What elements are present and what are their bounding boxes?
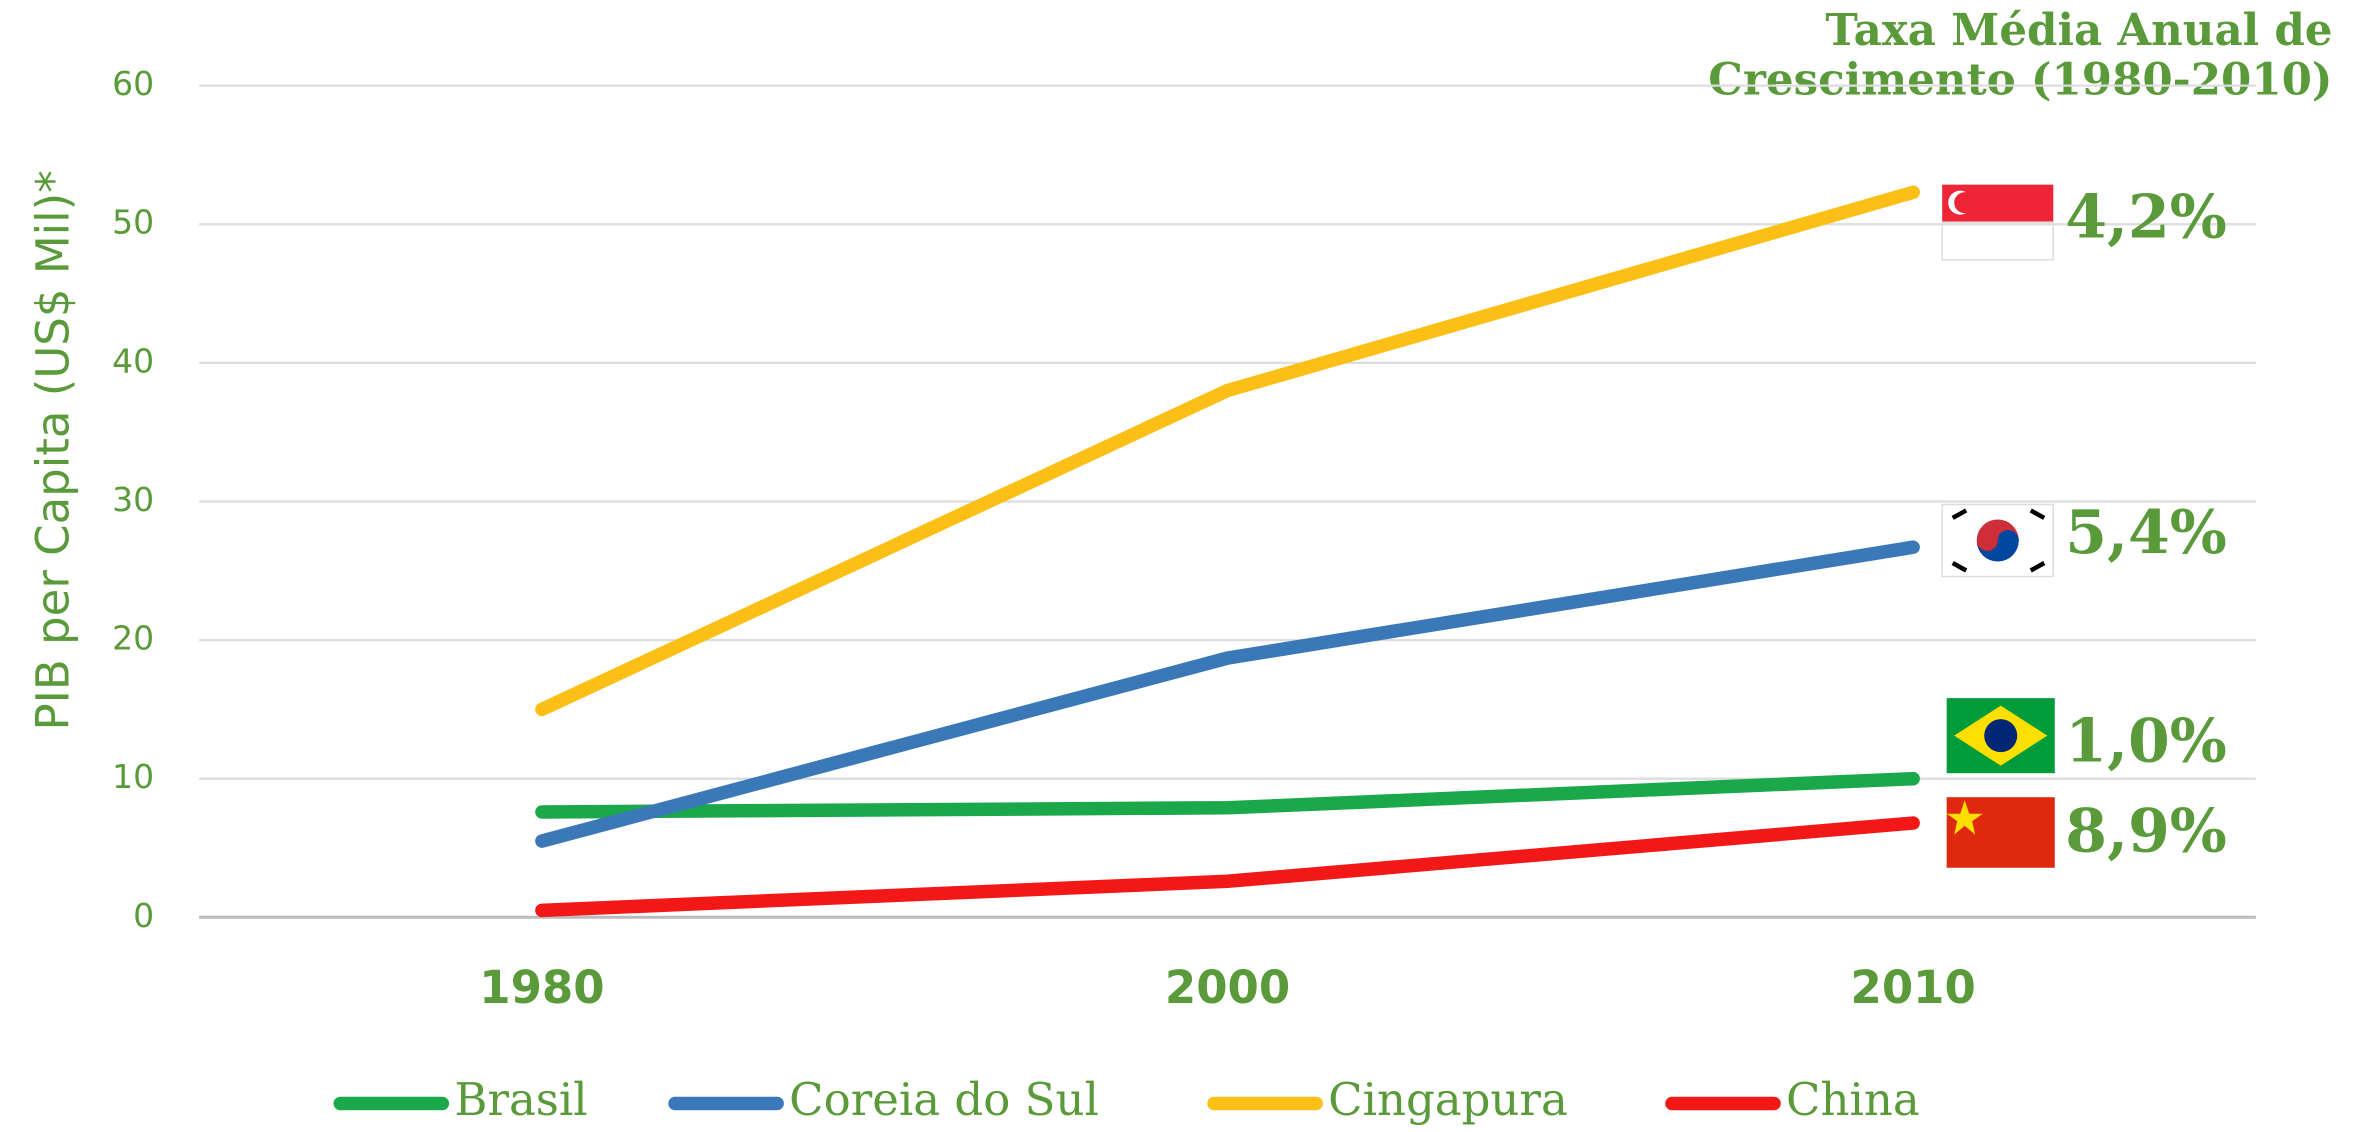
flag-singapore [1941,184,2055,261]
y-tick-label: 30 [112,480,154,519]
annotation-title: Taxa Média Anual de Crescimento (1980-20… [1708,6,2333,106]
y-tick-label: 20 [112,619,154,658]
x-tick-label: 2010 [1851,961,1976,1014]
growth-label: 1,0% [2065,707,2227,777]
x-tick-label: 2000 [1165,961,1290,1014]
y-tick-label: 50 [112,203,154,242]
flag-korea [1941,503,2055,578]
series-line [535,816,1920,918]
growth-label: 5,4% [2065,498,2227,568]
legend-label: China [1786,1073,1920,1126]
growth-label: 4,2% [2065,183,2227,253]
legend-label: Brasil [454,1073,587,1126]
growth-label: 8,9% [2065,797,2227,867]
y-tick-label: 10 [112,757,154,796]
y-tick-label: 60 [112,64,154,103]
annotation-box: Taxa Média Anual de Crescimento (1980-20… [1708,6,2333,106]
legend-label: Coreia do Sul [789,1073,1099,1126]
flag-brazil [1946,698,2055,774]
series-line [535,185,1920,717]
y-axis-label: PIB per Capita (US$ Mil)* [27,170,80,730]
x-tick-label: 1980 [479,961,604,1014]
y-tick-label: 40 [112,341,154,380]
y-tick-label: 0 [133,896,154,935]
series-line [535,540,1920,848]
legend-label: Cingapura [1328,1073,1568,1126]
series-line [535,771,1920,819]
flag-china [1946,797,2055,868]
